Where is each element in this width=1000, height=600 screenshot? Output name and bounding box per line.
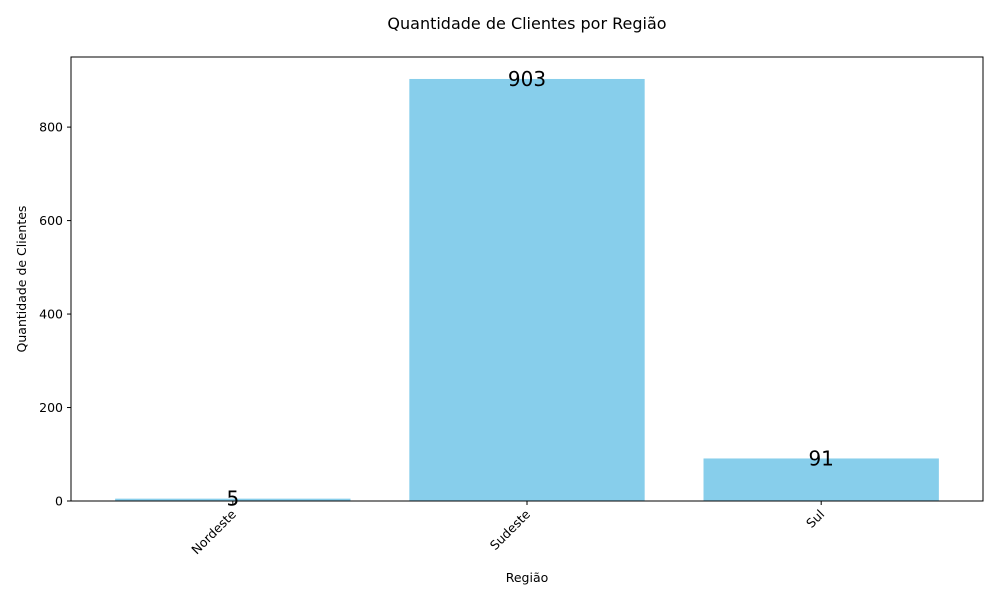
y-tick-label: 800 [39,120,63,135]
bar-value-label: 903 [508,67,546,91]
bar-nordeste [115,498,351,501]
bar-sudeste [409,78,645,502]
y-tick-label: 0 [55,494,63,509]
bar-sul [703,458,939,501]
y-axis-ticks: 0 200 400 600 800 [39,120,71,509]
chart-title: Quantidade de Clientes por Região [387,14,666,33]
y-tick-label: 200 [39,400,63,415]
bar-value-label: 5 [226,487,239,511]
y-tick-label: 400 [39,307,63,322]
y-axis-label: Quantidade de Clientes [14,206,29,353]
bars-group [115,78,939,502]
bar-value-label: 91 [808,446,833,470]
bar-value-labels: 5 903 91 [226,67,833,511]
x-axis-label: Região [506,570,549,585]
y-tick-label: 600 [39,213,63,228]
